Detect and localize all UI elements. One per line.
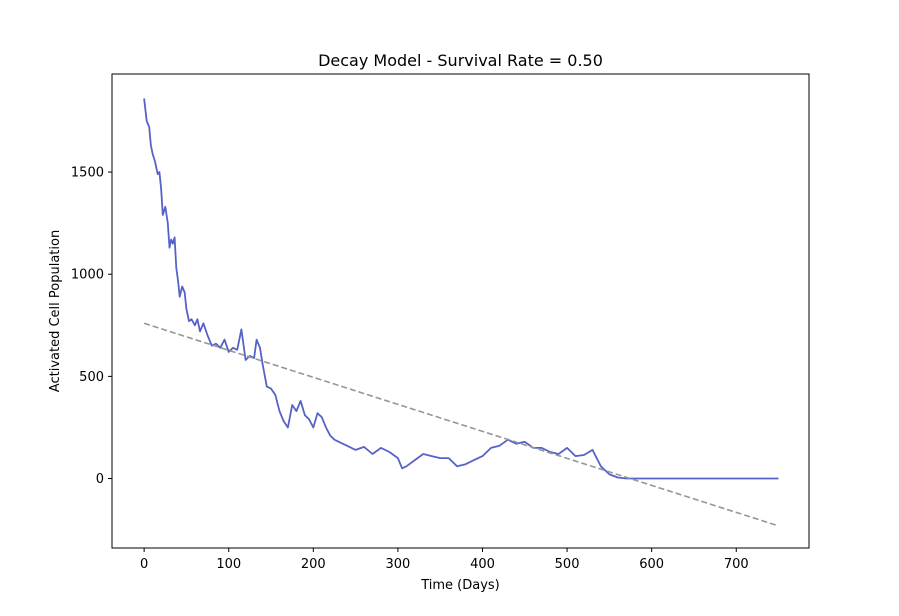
y-tick-label: 1500 <box>71 166 104 181</box>
x-tick-label: 700 <box>724 557 749 572</box>
y-axis-label: Activated Cell Population <box>48 230 63 392</box>
x-tick-label: 500 <box>555 557 580 572</box>
y-axis: 0 500 1000 1500 <box>71 166 112 487</box>
population-line <box>143 98 779 480</box>
chart-title: Decay Model - Survival Rate = 0.50 <box>318 51 603 70</box>
series-layer <box>143 98 779 527</box>
x-tick-label: 100 <box>216 557 241 572</box>
y-tick-label: 0 <box>96 472 104 487</box>
x-tick-label: 400 <box>470 557 495 572</box>
x-axis: 0 100 200 300 400 500 600 700 <box>140 548 749 572</box>
x-axis-label: Time (Days) <box>420 578 500 593</box>
y-tick-label: 1000 <box>71 268 104 283</box>
trend-line <box>143 322 779 527</box>
x-tick-label: 600 <box>639 557 664 572</box>
x-tick-label: 300 <box>385 557 410 572</box>
plot-frame <box>111 73 810 549</box>
x-tick-label: 200 <box>301 557 326 572</box>
y-tick-label: 500 <box>79 370 104 385</box>
x-tick-label: 0 <box>140 557 148 572</box>
